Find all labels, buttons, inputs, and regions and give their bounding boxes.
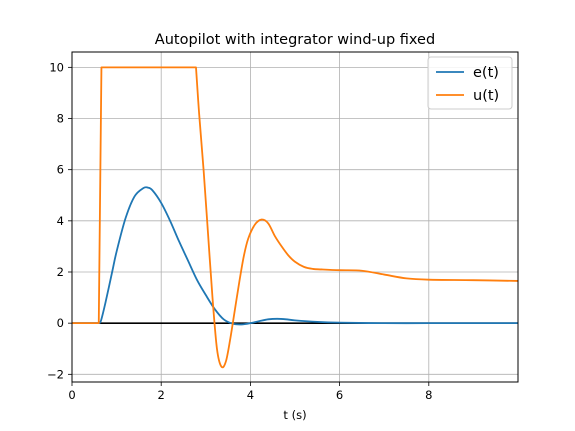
y-tick-label: 0 xyxy=(57,316,64,330)
x-tick-label: 6 xyxy=(336,388,343,402)
x-tick-label: 8 xyxy=(425,388,432,402)
legend-label: e(t) xyxy=(473,65,499,81)
legend-box xyxy=(427,56,513,110)
x-axis: 0 2 4 6 8 xyxy=(68,382,432,402)
plot-frame xyxy=(71,51,519,383)
x-tick-label: 2 xyxy=(158,388,165,402)
y-tick-label: 8 xyxy=(57,112,64,126)
legend-label: u(t) xyxy=(473,88,499,104)
series-line-u xyxy=(72,66,519,369)
legend: e(t) u(t) xyxy=(427,56,513,110)
x-tick-label: 4 xyxy=(247,388,254,402)
series-layer xyxy=(72,66,519,369)
y-tick-label: 6 xyxy=(57,163,64,177)
x-axis-label: t (s) xyxy=(283,408,306,422)
series-line-e xyxy=(72,186,518,326)
chart-title: Autopilot with integrator wind-up fixed xyxy=(155,32,435,48)
y-tick-label: −2 xyxy=(47,367,64,381)
x-tick-label: 0 xyxy=(68,388,75,402)
y-tick-label: 4 xyxy=(57,214,64,228)
y-tick-label: 2 xyxy=(57,265,64,279)
y-axis: −2 0 2 4 6 8 10 xyxy=(47,60,72,381)
y-tick-label: 10 xyxy=(49,60,64,74)
